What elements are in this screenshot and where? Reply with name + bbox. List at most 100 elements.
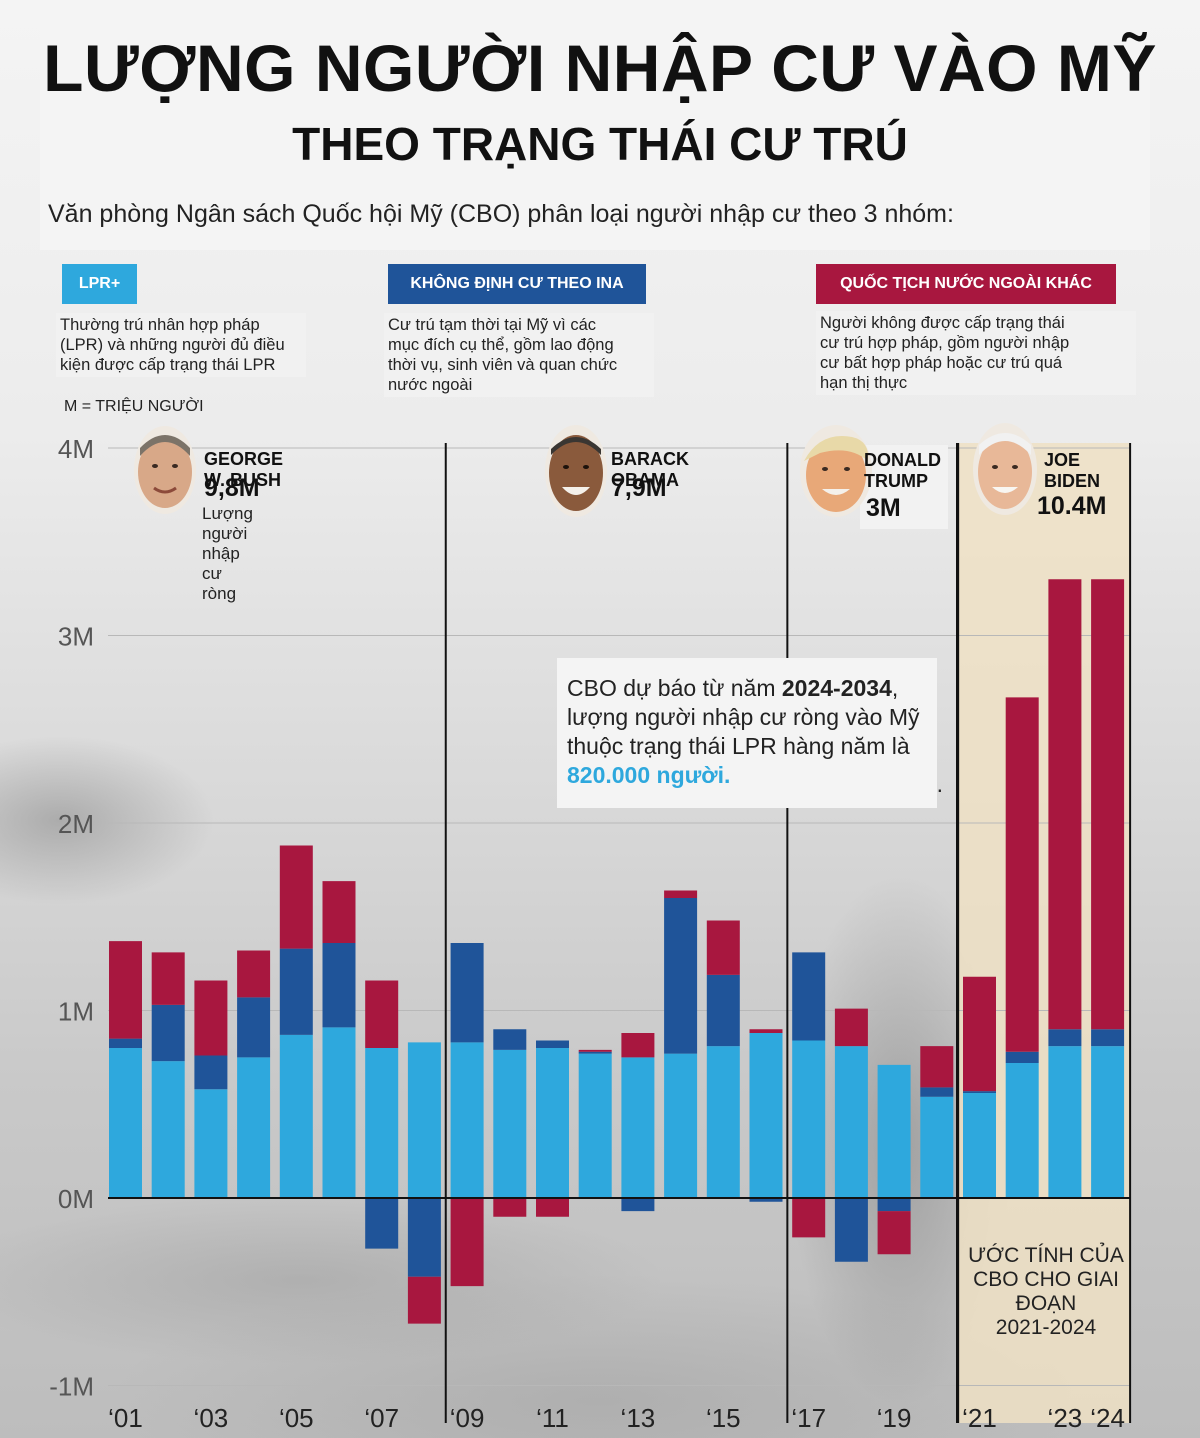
legend-desc-line: mục đích cụ thể, gồm lao động — [388, 336, 614, 354]
projection-label-line: ĐOẠN — [1015, 1292, 1077, 1315]
projection-label-line: 2021-2024 — [995, 1316, 1097, 1339]
bar-2023-s0 — [1048, 1046, 1082, 1198]
president-name-line-2: TRUMP — [864, 471, 928, 491]
legend-desc-line: (LPR) và những người đủ điều — [60, 336, 285, 354]
legend-chip-lpr: LPR+ — [62, 264, 137, 304]
bar-2021-s1 — [963, 1091, 996, 1093]
header-panel — [40, 18, 1150, 250]
president-value: 9,8M — [204, 474, 260, 502]
legend-desc-nonimmigrant: Cư trú tạm thời tại Mỹ vì các mục đích c… — [384, 313, 654, 397]
bar-2015-s0 — [706, 1046, 740, 1198]
x-tick-label: ‘07 — [364, 1403, 399, 1433]
bar-2004-s0 — [237, 1057, 271, 1198]
bar-2022-s2 — [1005, 697, 1039, 1052]
x-tick-label: ‘19 — [877, 1403, 912, 1433]
bar-2017-s1 — [792, 952, 826, 1041]
x-tick-label: ‘24 — [1090, 1403, 1125, 1433]
bar-2006-s1 — [322, 943, 356, 1028]
bar-2003-s0 — [194, 1089, 228, 1198]
bar-2014-s2 — [664, 890, 698, 898]
bar-2017-s2 — [792, 1198, 826, 1238]
x-tick-label: ‘21 — [962, 1403, 997, 1433]
bar-2018-s2 — [834, 1008, 868, 1047]
president-name: GEORGE W. BUSH — [204, 449, 284, 490]
bar-2016-s0 — [749, 1033, 783, 1198]
bar-2009-s1 — [450, 943, 484, 1043]
bar-2002-s0 — [151, 1061, 185, 1198]
president-value: 7,9M — [611, 474, 667, 502]
bar-2004-s2 — [237, 950, 271, 998]
y-tick-label: 1M — [58, 997, 94, 1027]
bar-2001-s2 — [109, 941, 142, 1039]
bar-2012-s2 — [578, 1049, 612, 1052]
president-name-line-1: DONALD — [864, 450, 941, 470]
bar-2020-s1 — [920, 1087, 954, 1097]
bar-2008-s2 — [407, 1276, 441, 1324]
bar-2006-s0 — [322, 1027, 356, 1198]
bar-2002-s2 — [151, 952, 185, 1005]
legend-desc-line: hạn thị thực — [820, 374, 908, 392]
legend-desc-line: thời vụ, sinh viên và quan chức — [388, 356, 618, 374]
legend-desc-line: Cư trú tạm thời tại Mỹ vì các — [388, 316, 596, 334]
note-years: 2024-2034 — [781, 675, 892, 701]
projection-label: ƯỚC TÍNH CỦA CBO CHO GIAI ĐOẠN 2021-2024 — [964, 1244, 1128, 1340]
bar-2012-s1 — [578, 1051, 612, 1054]
bar-2019-s1 — [877, 1198, 911, 1212]
president-name-line-1: JOE — [1044, 450, 1081, 470]
bar-2007-s1 — [365, 1198, 399, 1249]
bar-2011-s0 — [536, 1048, 569, 1198]
cbo-forecast-note: CBO dự báo từ năm 2024-2034, lượng người… — [557, 658, 943, 808]
note-text: , lượng người nhập cư ròng vào Mỹ thuộc … — [567, 675, 920, 759]
bar-2024-s1 — [1091, 1029, 1125, 1047]
legend-chip-nonimmigrant: KHÔNG ĐỊNH CƯ THEO INA — [388, 264, 646, 304]
legend-desc-line: kiện được cấp trạng thái LPR — [60, 356, 276, 374]
unit-note: M = TRIỆU NGƯỜI — [64, 398, 204, 415]
president-value: 10.4M — [1037, 492, 1107, 520]
y-tick-label: 3M — [58, 622, 94, 652]
page-subtitle: THEO TRẠNG THÁI CƯ TRÚ — [292, 118, 908, 170]
bar-2005-s2 — [279, 845, 313, 949]
y-tick-label: -1M — [49, 1372, 94, 1402]
page-title: LƯỢNG NGƯỜI NHẬP CƯ VÀO MỸ — [43, 31, 1157, 105]
bar-2009-s2 — [450, 1198, 484, 1287]
bar-2001-s1 — [109, 1038, 142, 1048]
bar-2002-s1 — [151, 1004, 185, 1062]
bar-2010-s1 — [493, 1029, 527, 1050]
bar-2005-s1 — [279, 948, 313, 1035]
legend-chip-other: QUỐC TỊCH NƯỚC NGOÀI KHÁC — [816, 264, 1116, 304]
bar-2008-s0 — [407, 1042, 441, 1198]
note-highlight: 820.000 người. — [567, 762, 731, 788]
bar-2016-s1 — [749, 1198, 783, 1202]
bar-2007-s2 — [365, 980, 399, 1048]
legend-desc-line: Thường trú nhân hợp pháp — [60, 316, 260, 334]
x-tick-label: ‘01 — [108, 1403, 143, 1433]
bar-2024-s2 — [1091, 579, 1125, 1030]
x-tick-label: ‘23 — [1048, 1403, 1083, 1433]
x-tick-label: ‘13 — [621, 1403, 656, 1433]
x-tick-label: ‘03 — [194, 1403, 229, 1433]
legend-desc-line: cư trú hợp pháp, gồm người nhập — [820, 334, 1070, 352]
x-tick-label: ‘15 — [706, 1403, 741, 1433]
bar-2003-s1 — [194, 1055, 228, 1090]
bar-2023-s1 — [1048, 1029, 1082, 1047]
trump-label-panel — [860, 445, 948, 529]
president-value-label: Lượng người nhập cư ròng — [202, 504, 253, 603]
bar-2003-s2 — [194, 980, 228, 1056]
note-trailing-dot: . — [936, 771, 943, 797]
bar-2021-s0 — [963, 1093, 996, 1198]
bar-2014-s1 — [664, 898, 698, 1054]
bar-2018-s1 — [834, 1198, 868, 1262]
bar-2006-s2 — [322, 881, 356, 943]
x-tick-label: ‘17 — [791, 1403, 826, 1433]
bar-2016-s2 — [749, 1029, 783, 1033]
bar-2024-s0 — [1091, 1046, 1125, 1198]
bar-2021-s2 — [963, 976, 996, 1092]
biden-face-icon — [973, 423, 1037, 515]
bar-2013-s1 — [621, 1198, 655, 1212]
bar-2020-s2 — [920, 1046, 954, 1088]
bar-2020-s0 — [920, 1096, 954, 1198]
legend-desc-line: nước ngoài — [388, 376, 473, 394]
x-tick-label: ‘11 — [536, 1403, 569, 1433]
president-name-line-2: BIDEN — [1044, 471, 1101, 491]
